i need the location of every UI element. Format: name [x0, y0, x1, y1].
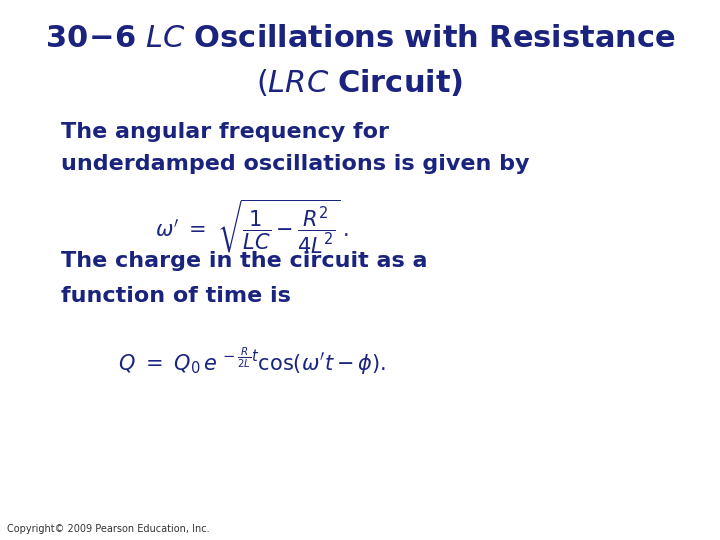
Text: Copyright© 2009 Pearson Education, Inc.: Copyright© 2009 Pearson Education, Inc.	[7, 523, 210, 534]
Text: $\bf{30\!-\!6}$ $\it{LC}$ $\bf{Oscillations\ with\ Resistance}$: $\bf{30\!-\!6}$ $\it{LC}$ $\bf{Oscillati…	[45, 24, 675, 53]
Text: underdamped oscillations is given by: underdamped oscillations is given by	[61, 154, 530, 174]
Text: function of time is: function of time is	[61, 286, 291, 306]
Text: $Q \ = \ Q_0\, e^{\,-\frac{R}{2L}t} \cos(\omega' t - \phi).$: $Q \ = \ Q_0\, e^{\,-\frac{R}{2L}t} \cos…	[118, 346, 386, 377]
Text: The charge in the circuit as a: The charge in the circuit as a	[61, 251, 428, 271]
Text: ($\it{LRC}$ $\bf{Circuit)}$: ($\it{LRC}$ $\bf{Circuit)}$	[256, 68, 464, 98]
Text: The angular frequency for: The angular frequency for	[61, 122, 390, 141]
Text: $\omega' \ = \ \sqrt{\dfrac{1}{LC} - \dfrac{R^2}{4L^2}}\,.$: $\omega' \ = \ \sqrt{\dfrac{1}{LC} - \df…	[156, 197, 348, 255]
